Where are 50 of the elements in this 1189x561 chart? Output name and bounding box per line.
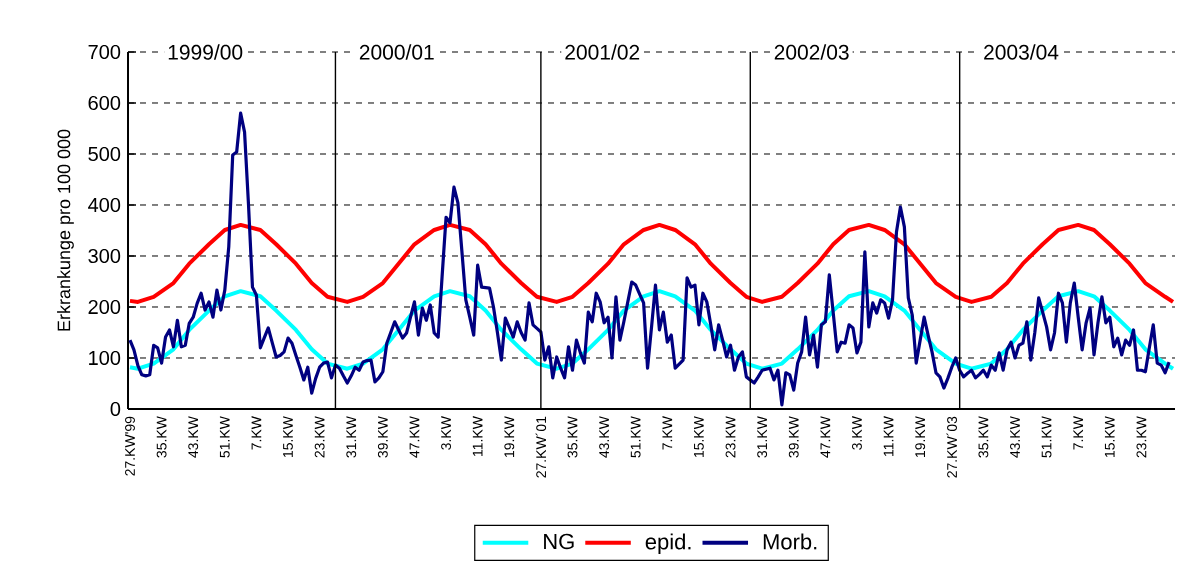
- x-tick-label: 7.KW: [1073, 416, 1084, 450]
- x-tick-label: 7.KW: [662, 416, 673, 450]
- x-tick-label: 39.KW: [377, 416, 388, 458]
- x-tick-label: 11.KW: [472, 416, 483, 456]
- y-tick-label: 400: [88, 197, 121, 213]
- legend-label: Morb.: [763, 533, 817, 550]
- x-tick-label: 15.KW: [283, 416, 293, 457]
- y-tick-label: 300: [88, 248, 121, 264]
- annotation: 2002/03: [774, 44, 849, 60]
- x-tick-label: 15.KW: [694, 416, 704, 457]
- x-tick-label: 47.KW: [820, 416, 831, 458]
- y-tick-label: 600: [88, 95, 121, 111]
- x-tick-label: 23.KW: [314, 416, 325, 458]
- x-tick-label: 51.KW: [630, 416, 641, 458]
- x-tick-label: 35.KW: [567, 416, 578, 458]
- x-tick-label: 31.KW: [757, 416, 768, 458]
- x-tick-label: 27.KW´03: [946, 416, 957, 478]
- x-tick-label: 19.KW: [915, 416, 926, 457]
- y-tick-label: 200: [88, 299, 121, 315]
- x-tick-label: 39.KW: [788, 416, 799, 458]
- x-tick-label: 15.KW: [1104, 416, 1115, 457]
- x-tick-label: 23.KW: [1136, 416, 1147, 458]
- x-tick-label: 23.KW: [725, 416, 736, 458]
- annotation: 2000/01: [359, 44, 434, 60]
- x-tick-label: 43.KW: [188, 416, 199, 458]
- x-tick-label: 35.KW: [156, 416, 167, 458]
- x-tick-label: 27.KW'99: [125, 416, 135, 476]
- y-tick-label: 500: [88, 146, 121, 162]
- x-tick-label: 11.KW: [883, 416, 894, 456]
- x-tick-label: 27.KW´01: [535, 416, 547, 478]
- x-tick-label: 19.KW: [504, 416, 515, 457]
- x-tick-label: 43.KW: [1010, 416, 1020, 458]
- x-tick-label: 3.KW: [441, 416, 452, 450]
- annotation: 2003/04: [984, 44, 1059, 60]
- x-tick-label: 51.KW: [1041, 416, 1052, 458]
- legend-label: epid.: [645, 533, 691, 554]
- legend-label: NG: [544, 533, 574, 550]
- x-tick-label: 51.KW: [219, 416, 230, 458]
- x-tick-label: 47.KW: [409, 416, 420, 458]
- y-tick-label: 100: [89, 350, 121, 366]
- annotation: 1999/00: [168, 44, 243, 60]
- x-tick-label: 31.KW: [346, 416, 357, 458]
- x-tick-label: 35.KW: [978, 416, 989, 458]
- y-tick-label: 0: [110, 401, 121, 417]
- y-tick-label: 700: [88, 44, 121, 60]
- x-tick-label: 3.KW: [852, 416, 862, 450]
- x-tick-label: 7.KW: [251, 416, 262, 450]
- annotation: 2001/02: [565, 44, 640, 60]
- x-tick-label: 43.KW: [599, 416, 610, 458]
- y-axis-title: Erkrankunge pro 100 000: [57, 129, 74, 331]
